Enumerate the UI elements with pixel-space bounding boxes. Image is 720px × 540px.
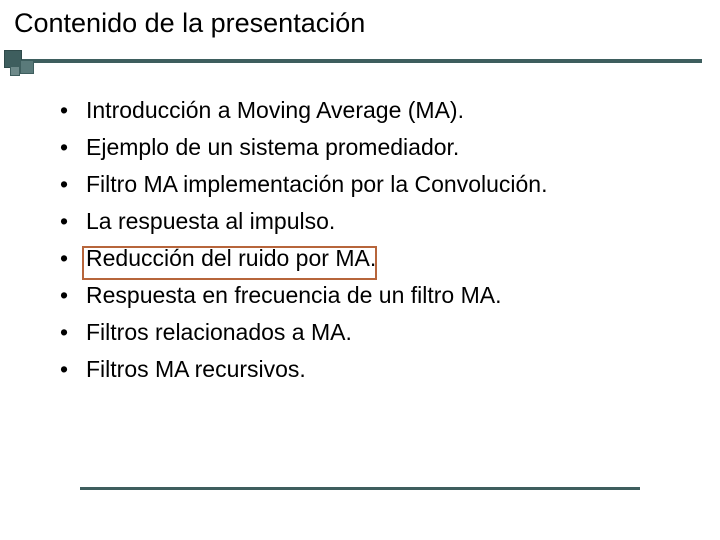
list-item-text: Filtro MA implementación por la Convoluc… [86, 169, 680, 200]
list-item: • Filtros relacionados a MA. [60, 317, 680, 348]
bullet-icon: • [60, 317, 86, 348]
highlight-box [82, 246, 377, 280]
list-item: • Introducción a Moving Average (MA). [60, 95, 680, 126]
list-item: • Filtro MA implementación por la Convol… [60, 169, 680, 200]
bullet-icon: • [60, 354, 86, 385]
bullet-icon: • [60, 169, 86, 200]
top-rule [0, 50, 720, 74]
bullet-icon: • [60, 95, 86, 126]
list-item-text: Introducción a Moving Average (MA). [86, 95, 680, 126]
top-rule-line [20, 59, 702, 63]
content-list: • Introducción a Moving Average (MA). • … [60, 95, 680, 391]
list-item: • Respuesta en frecuencia de un filtro M… [60, 280, 680, 311]
list-item-text: La respuesta al impulso. [86, 206, 680, 237]
deco-square-2 [20, 60, 34, 74]
slide: Contenido de la presentación • Introducc… [0, 0, 720, 540]
list-item: • Filtros MA recursivos. [60, 354, 680, 385]
deco-square-3 [10, 66, 20, 76]
list-item-text: Ejemplo de un sistema promediador. [86, 132, 680, 163]
list-item: • La respuesta al impulso. [60, 206, 680, 237]
list-item-text: Respuesta en frecuencia de un filtro MA. [86, 280, 680, 311]
bullet-icon: • [60, 280, 86, 311]
list-item: • Ejemplo de un sistema promediador. [60, 132, 680, 163]
list-item-text: Filtros MA recursivos. [86, 354, 680, 385]
bottom-rule [80, 487, 640, 490]
slide-title: Contenido de la presentación [14, 8, 365, 39]
list-item-text: Filtros relacionados a MA. [86, 317, 680, 348]
bullet-icon: • [60, 206, 86, 237]
bullet-icon: • [60, 132, 86, 163]
